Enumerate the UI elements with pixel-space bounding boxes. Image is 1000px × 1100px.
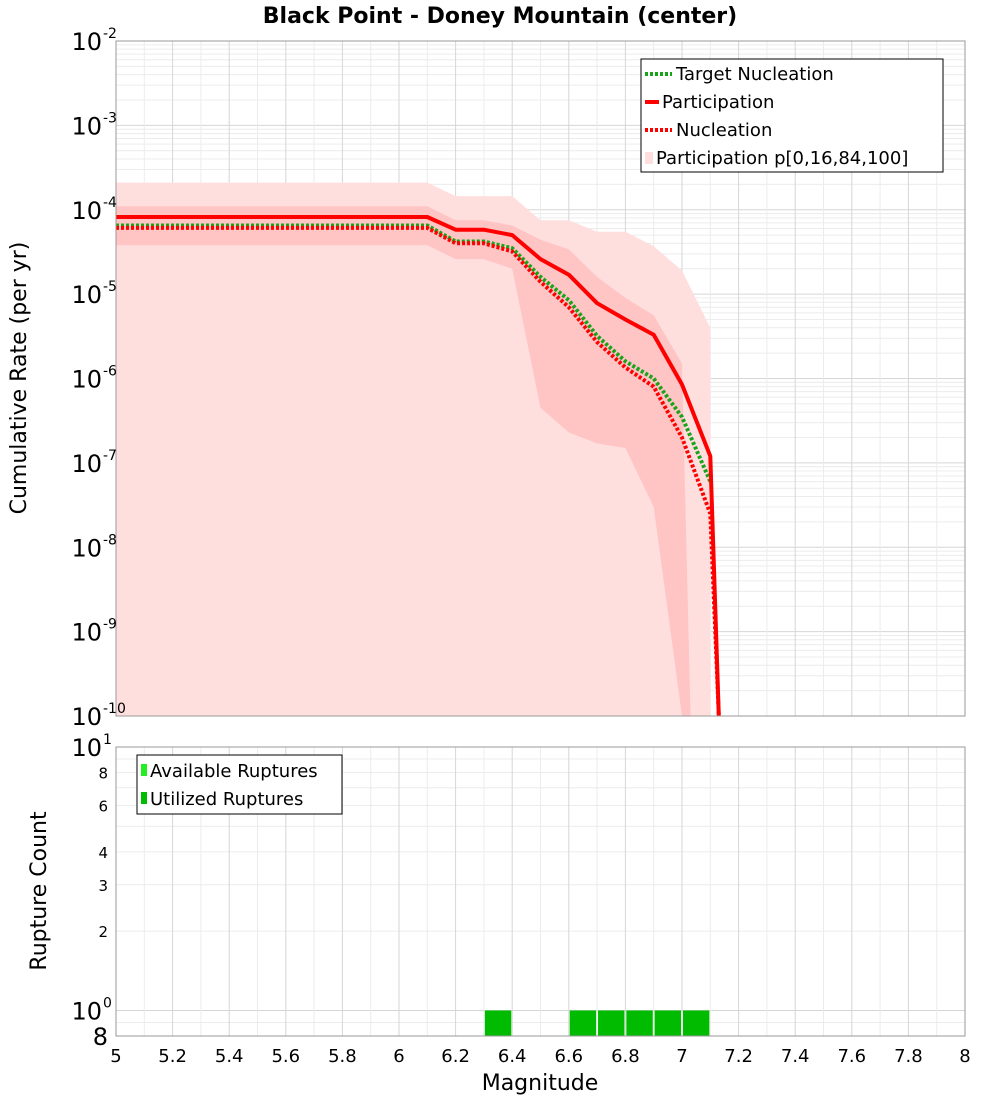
top-y-tick-label: 10 -10 [71,701,125,731]
x-tick-label: 6 [393,1046,404,1067]
top-y-tick-label: 10 -3 [71,110,117,140]
x-tick-label: 5.2 [158,1046,187,1067]
band-0 [116,182,711,717]
bottom-y-tick-label: 3 [98,877,108,895]
x-tick-label: 5.4 [215,1046,244,1067]
top-legend-swatch [645,152,653,164]
series-line-nucleation [116,225,721,717]
x-tick-label: 6.4 [498,1046,527,1067]
top-y-tick-base: 10 [71,450,102,478]
top-y-tick-exp: -3 [103,110,117,126]
x-tick-label: 8 [959,1046,970,1067]
top-legend-label: Participation p[0,16,84,100] [656,148,908,169]
x-tick-label: 7.6 [837,1046,866,1067]
bottom-y-tick-label: 4 [98,844,108,862]
bottom-y-tick-base: 10 [71,997,102,1025]
bar-utilized-ruptures [683,1010,710,1036]
bottom-y-tick-label: 10 0 [71,995,111,1025]
x-tick-label: 5.6 [271,1046,300,1067]
top-legend: Target Nucleation Participation Nucleation… [640,58,944,173]
bottom-legend: Available Ruptures Utilized Ruptures [136,754,343,815]
top-y-tick-base: 10 [71,197,102,225]
bottom-legend-swatch [141,792,147,804]
bottom-y-tick-label: 2 [98,923,108,941]
x-tick-label: 7.2 [724,1046,753,1067]
top-legend-label: Participation [662,92,774,113]
x-tick-label: 6.6 [554,1046,583,1067]
top-y-tick-base: 10 [71,28,102,56]
x-tick-label: 7 [676,1046,687,1067]
top-plot-area: 10-210-310-410-510-610-710-810-910 -10Tar… [71,26,966,731]
top-y-tick-base: 10 [71,619,102,647]
top-y-tick-base: 10 [71,366,102,394]
top-y-tick-exp: -6 [103,364,117,380]
x-tick-label: 6.2 [441,1046,470,1067]
x-tick-label: 7.8 [894,1046,923,1067]
bottom-y-tick-base: 3 [98,877,108,895]
bottom-legend-label: Utilized Ruptures [150,789,303,810]
top-y-tick-label: 10 -8 [71,532,117,562]
band-1 [116,206,691,717]
top-y-tick-exp: -7 [103,448,117,464]
top-y-tick-exp: -8 [103,532,117,548]
bottom-plot-border [115,746,966,1037]
top-y-tick-exp: -2 [103,26,117,42]
top-legend-label: Nucleation [676,120,772,141]
top-y-tick-label: 10 -5 [71,279,117,309]
bottom-y-axis-label: Rupture Count [27,811,52,971]
top-legend-box [640,58,944,173]
bar-utilized-ruptures [484,1010,512,1036]
x-tick-label: 5 [110,1046,121,1067]
bottom-y-tick-label: 10 1 [71,732,111,762]
bar-utilized-ruptures [654,1010,681,1036]
series-line-participation [116,215,721,717]
top-y-tick-label: 10 -9 [71,617,117,647]
x-tick-label: 5.8 [328,1046,357,1067]
bottom-legend-label: Available Ruptures [150,761,318,782]
top-y-tick-label: 10 -6 [71,364,117,394]
top-y-tick-base: 10 [71,112,102,140]
bottom-y-tick-label: 8 [98,765,108,783]
top-plot-border [115,40,966,717]
series-line-target-nucleation [116,223,713,483]
top-y-tick-label: 10 -4 [71,195,117,225]
bottom-y-tick-exp: 1 [103,732,112,748]
top-y-tick-base: 10 [71,534,102,562]
top-y-tick-base: 10 [71,281,102,309]
top-y-tick-exp: -10 [103,701,126,717]
x-axis-label: Magnitude [482,1071,599,1096]
bar-utilized-ruptures [569,1010,597,1036]
bottom-y-tick-base: 6 [98,797,108,815]
bottom-y-tick-label: 6 [98,797,108,815]
bar-utilized-ruptures [626,1010,653,1036]
top-y-tick-exp: -4 [103,195,117,211]
top-y-axis-label: Cumulative Rate (per yr) [7,242,32,515]
top-y-tick-exp: -5 [103,279,117,295]
top-y-tick-base: 10 [71,703,102,731]
chart-title: Black Point - Doney Mountain (center) [263,4,737,29]
x-tick-label: 7.4 [781,1046,810,1067]
bottom-legend-box [136,754,343,815]
bottom-y-tick-base: 8 [98,765,108,783]
top-y-tick-label: 10 -7 [71,448,117,478]
bottom-y-tick-base: 8 [93,1023,108,1051]
bottom-legend-swatch [141,764,147,776]
x-tick-label: 6.8 [611,1046,640,1067]
bottom-y-tick-base: 10 [71,734,102,762]
top-legend-label: Target Nucleation [675,64,834,85]
top-y-tick-label: 10 -2 [71,26,117,56]
bar-utilized-ruptures [598,1010,625,1036]
top-y-tick-exp: -9 [103,617,117,633]
bottom-y-tick-label: 8 [93,1023,108,1051]
bottom-y-tick-base: 2 [98,923,108,941]
bottom-y-tick-base: 4 [98,844,108,862]
bottom-y-tick-exp: 0 [103,995,112,1011]
